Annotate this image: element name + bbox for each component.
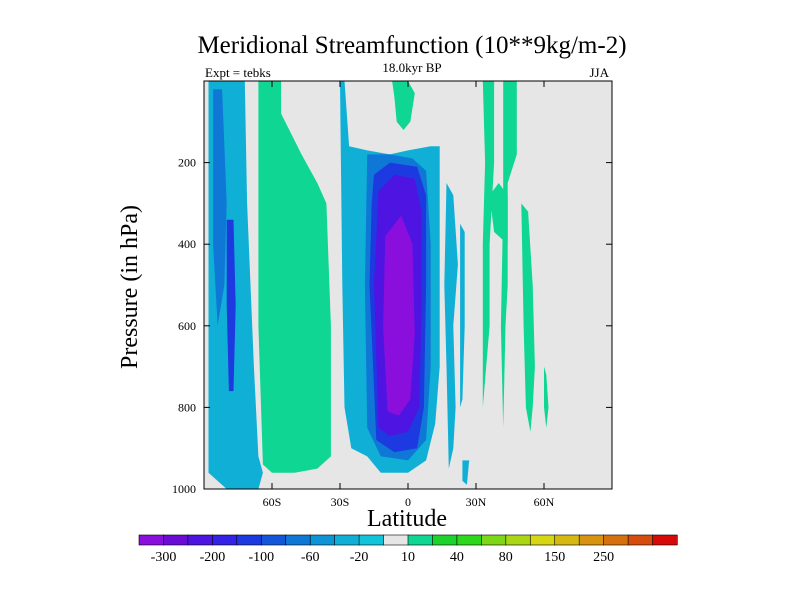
colorbar-label: -60	[301, 550, 320, 565]
field-region-nh-cell-band-a	[444, 183, 458, 469]
field-region-sh-polar-core-b	[226, 219, 236, 392]
chart-title: Meridional Streamfunction (10**9kg/m-2)	[197, 32, 626, 59]
colorbar-swatch	[138, 534, 165, 546]
x-axis: 60S 30S 0 30N 60N	[263, 81, 555, 509]
colorbar-swatch	[627, 534, 654, 546]
colorbar-swatch	[603, 534, 629, 546]
time-label: 18.0kyr BP	[382, 60, 441, 75]
colorbar-swatch	[578, 534, 605, 546]
x-tick-label: 30S	[331, 495, 350, 509]
colorbar: -300 -200 -100 -60 -20 10 40 80 150 250	[138, 534, 678, 565]
colorbar-swatch	[212, 534, 238, 546]
field-region-eq-upper-lobe	[392, 81, 415, 130]
colorbar-swatch	[432, 534, 458, 546]
colorbar-swatch	[407, 534, 434, 546]
experiment-label: Expt = tebks	[205, 65, 271, 80]
y-tick-label: 400	[178, 237, 196, 251]
y-tick-label: 800	[178, 400, 196, 414]
colorbar-label: 80	[499, 550, 513, 565]
x-tick-label: 60S	[263, 495, 282, 509]
y-tick-label: 600	[178, 319, 196, 333]
colorbar-label: 10	[401, 550, 415, 565]
colorbar-swatch	[334, 534, 360, 546]
field-region-nh-cell-tail	[462, 460, 470, 485]
field-region-nh-cell-band-b	[460, 223, 465, 408]
colorbar-swatch	[236, 534, 262, 546]
field-region-nh-upper-band-b	[500, 81, 517, 428]
y-tick-label: 1000	[172, 482, 196, 496]
colorbar-swatch	[529, 534, 556, 546]
field-region-hadley-cell-core	[383, 215, 415, 416]
colorbar-swatch	[309, 534, 336, 546]
colorbar-label: 250	[593, 550, 614, 565]
colorbar-label: -20	[350, 550, 369, 565]
season-label: JJA	[589, 65, 609, 80]
x-tick-label: 60N	[534, 495, 555, 509]
colorbar-label: -300	[151, 550, 177, 565]
colorbar-swatch	[187, 534, 213, 546]
field-region-sh-ferrel-cell-outer	[258, 81, 331, 473]
colorbar-swatch	[285, 534, 311, 546]
colorbar-swatch	[383, 534, 409, 546]
colorbar-swatch	[505, 534, 531, 546]
y-axis: 200 400 600 800 1000	[172, 156, 612, 496]
x-tick-label: 30N	[466, 495, 487, 509]
field-region-nh-upper-band-c	[521, 203, 535, 432]
colorbar-swatch	[260, 534, 287, 546]
field-region-nh-upper-lobe-d	[489, 183, 508, 245]
colorbar-swatch	[652, 534, 678, 546]
colorbar-swatch	[456, 534, 482, 546]
x-axis-title: Latitude	[367, 506, 447, 532]
y-axis-title: Pressure (in hPa)	[117, 205, 143, 369]
colorbar-label: -200	[200, 550, 226, 565]
colorbar-swatch	[163, 534, 189, 546]
field-region-nh-lower-band-e	[544, 366, 549, 428]
colorbar-label: 150	[544, 550, 565, 565]
colorbar-label: 40	[450, 550, 464, 565]
colorbar-label: -100	[248, 550, 274, 565]
field-region-nh-upper-band-a	[482, 81, 495, 408]
x-tick-label: 0	[405, 495, 411, 509]
y-tick-label: 200	[178, 156, 196, 170]
colorbar-swatch	[358, 534, 385, 546]
colorbar-swatch	[554, 534, 580, 546]
contour-field	[204, 81, 612, 489]
colorbar-swatch	[481, 534, 507, 546]
field-region-sh-polar-core-a	[213, 89, 227, 326]
